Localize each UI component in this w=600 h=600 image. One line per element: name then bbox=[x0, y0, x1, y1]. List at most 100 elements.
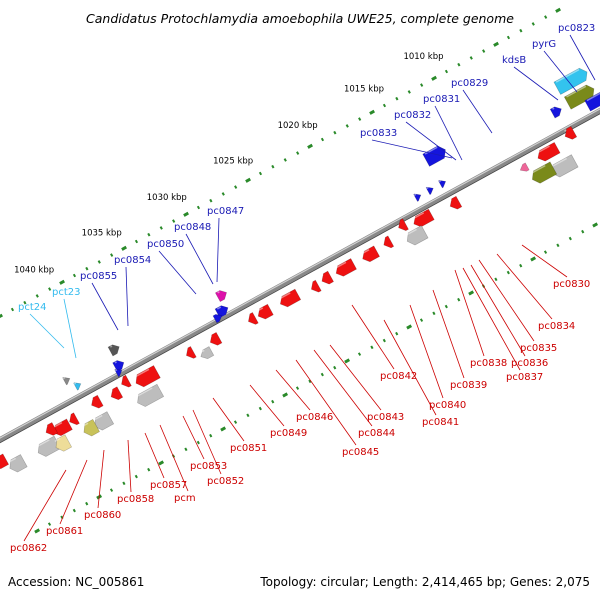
leader-line bbox=[249, 384, 285, 427]
tick-mark bbox=[358, 117, 362, 121]
tick-mark bbox=[493, 41, 499, 47]
tick-mark bbox=[307, 143, 313, 149]
tick-mark bbox=[209, 433, 213, 438]
tick-mark bbox=[506, 35, 511, 40]
leader-line bbox=[212, 397, 245, 442]
gene-feature bbox=[212, 314, 223, 324]
tick-mark bbox=[258, 406, 262, 411]
tick-mark bbox=[48, 287, 52, 291]
gene-feature bbox=[62, 377, 71, 386]
kbp-label: 1035 kbp bbox=[82, 228, 122, 238]
leader-line bbox=[470, 264, 526, 357]
gene-label: pc0857 bbox=[150, 480, 187, 491]
tick-mark bbox=[506, 270, 510, 275]
leader-line bbox=[496, 253, 553, 320]
tick-mark bbox=[246, 413, 250, 418]
gene-label: pc0842 bbox=[380, 371, 417, 382]
reverse-gene-labels: pc0830 pc0834 pc0835 pc0836 pc0837 pc0838 pc08… bbox=[10, 244, 590, 554]
tick-mark bbox=[370, 345, 374, 350]
gene-feature bbox=[425, 186, 434, 196]
gene-label: pc0838 bbox=[470, 358, 507, 369]
leader-line bbox=[462, 89, 493, 134]
gene-feature bbox=[550, 154, 579, 178]
tick-mark bbox=[357, 352, 362, 356]
leader-line bbox=[185, 233, 214, 285]
leader-line bbox=[23, 469, 67, 542]
tick-mark bbox=[85, 266, 89, 271]
tick-mark bbox=[59, 279, 65, 285]
gene-feature bbox=[361, 245, 381, 263]
tick-mark bbox=[320, 372, 324, 377]
tick-mark bbox=[35, 294, 39, 298]
gene-feature bbox=[114, 368, 123, 378]
tick-mark bbox=[382, 103, 387, 108]
tick-mark bbox=[519, 263, 523, 268]
gene-feature bbox=[383, 235, 395, 249]
gene-feature bbox=[398, 218, 409, 231]
tick-mark bbox=[519, 28, 523, 33]
tick-mark bbox=[134, 474, 138, 479]
tick-mark bbox=[530, 256, 537, 262]
leader-line bbox=[91, 282, 119, 331]
tick-mark bbox=[407, 90, 411, 94]
tick-mark bbox=[295, 386, 300, 390]
tick-mark bbox=[47, 522, 52, 526]
gene-feature bbox=[121, 374, 132, 388]
gene-label: pc0844 bbox=[358, 428, 395, 439]
gene-feature bbox=[536, 141, 561, 162]
gene-feature bbox=[279, 288, 302, 308]
gene-feature bbox=[412, 208, 435, 228]
tick-mark bbox=[234, 185, 238, 189]
gene-feature bbox=[110, 386, 124, 401]
gene-label: pc0855 bbox=[80, 271, 117, 282]
gene-feature bbox=[36, 435, 62, 457]
tick-mark bbox=[432, 311, 436, 316]
gene-label: pcm bbox=[174, 493, 196, 504]
gene-label: pc0836 bbox=[511, 358, 548, 369]
leader-line bbox=[144, 432, 165, 479]
leader-line bbox=[513, 66, 559, 101]
leader-line bbox=[125, 266, 129, 327]
gene-label: pc0861 bbox=[46, 526, 83, 537]
gene-feature bbox=[438, 180, 447, 189]
tick-mark bbox=[147, 467, 151, 472]
tick-mark bbox=[109, 488, 114, 492]
tick-mark bbox=[283, 158, 287, 162]
gene-feature bbox=[519, 162, 530, 172]
tick-mark bbox=[457, 62, 461, 67]
gene-label: pc0834 bbox=[538, 321, 575, 332]
leader-line bbox=[29, 313, 65, 349]
kbp-label: 1040 kbp bbox=[14, 266, 54, 276]
gene-label: pc0832 bbox=[394, 110, 431, 121]
leader-line bbox=[409, 304, 444, 399]
gene-feature bbox=[73, 382, 82, 391]
kbp-label: 1025 kbp bbox=[213, 156, 253, 166]
tick-mark bbox=[333, 130, 337, 135]
kbp-label-layer: 1010 kbp 1015 kbp 1020 kbp 1025 kbp 1030 kbp… bbox=[14, 52, 443, 276]
leader-line bbox=[521, 244, 568, 278]
tick-mark bbox=[72, 508, 76, 513]
leader-line bbox=[432, 289, 465, 379]
tick-mark bbox=[568, 236, 572, 241]
gene-feature bbox=[69, 412, 80, 426]
leader-line bbox=[351, 304, 395, 370]
tick-mark bbox=[220, 426, 227, 432]
gene-feature bbox=[553, 67, 588, 95]
leader-line bbox=[182, 415, 205, 460]
tick-mark bbox=[122, 481, 126, 486]
gene-feature bbox=[530, 161, 558, 184]
gene-feature bbox=[311, 279, 322, 293]
gene-feature bbox=[186, 346, 197, 359]
tick-mark bbox=[282, 392, 289, 398]
leader-line bbox=[97, 449, 105, 509]
gene-label: pc0854 bbox=[114, 255, 151, 266]
tick-mark bbox=[395, 331, 399, 336]
gene-feature bbox=[52, 418, 73, 437]
leader-line bbox=[59, 459, 88, 525]
tick-mark bbox=[97, 260, 101, 264]
gene-label: pc0823 bbox=[558, 23, 595, 34]
kbp-label: 1015 kbp bbox=[344, 85, 384, 95]
